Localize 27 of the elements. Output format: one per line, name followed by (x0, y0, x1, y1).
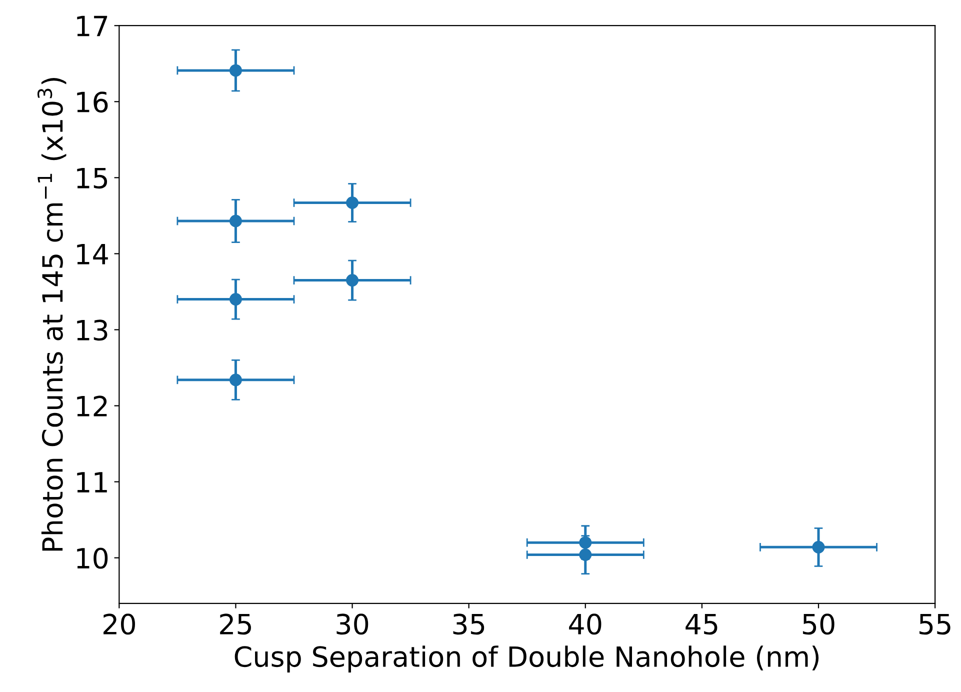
y-axis-title: Photon Counts at 145 cm$^{−1}$ (x10$^{3}$) (37, 78, 66, 551)
point (346, 274, 359, 287)
y-tick-label: 17 (77, 16, 108, 36)
x-tick-label: 25 (220, 614, 251, 635)
point (229, 214, 242, 228)
x-tick-label: 55 (920, 614, 950, 635)
y-tick-label: 13 (77, 320, 108, 341)
x-tick-label: 30 (336, 614, 368, 635)
point (229, 374, 242, 386)
y-tick-label: 12 (77, 396, 107, 416)
point (229, 64, 242, 77)
y-tick-label: 15 (77, 168, 108, 189)
y-tick-label: 10 (77, 548, 108, 569)
point (579, 536, 592, 549)
point (579, 548, 592, 562)
x-tick-label: 40 (569, 614, 602, 635)
x-tick-label: 50 (802, 614, 834, 635)
y-tick-label: 14 (77, 244, 108, 264)
point (229, 293, 242, 306)
x-tick-label: 35 (453, 614, 484, 635)
y-tick-label: 11 (77, 472, 107, 492)
point (346, 196, 359, 209)
point (812, 540, 825, 554)
y-tick-label: 16 (77, 92, 108, 113)
x-axis-title: Cusp Separation of Double Nanohole (nm) (234, 646, 819, 672)
x-tick-label: 45 (686, 614, 718, 635)
x-tick-label: 20 (104, 614, 135, 635)
